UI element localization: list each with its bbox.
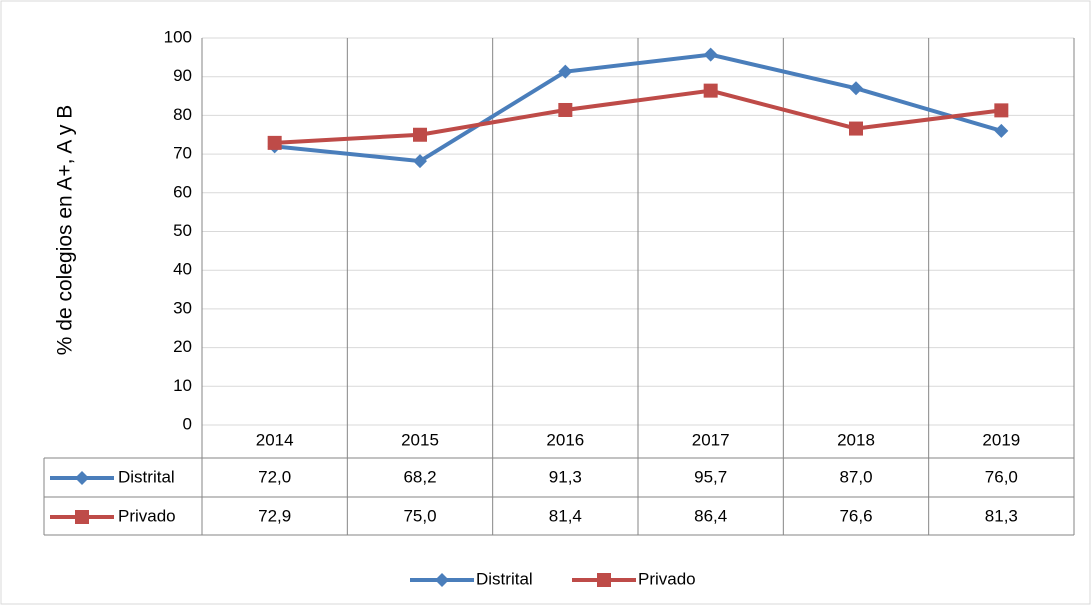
legend-key-marker xyxy=(435,573,449,587)
x-tick-label: 2018 xyxy=(837,430,875,449)
table-value: 76,6 xyxy=(839,506,872,525)
x-tick-label: 2019 xyxy=(982,430,1020,449)
y-tick-label: 60 xyxy=(173,182,192,201)
data-point xyxy=(558,64,573,79)
data-point xyxy=(703,83,718,98)
table-value: 95,7 xyxy=(694,467,727,486)
table-value: 68,2 xyxy=(403,467,436,486)
data-point xyxy=(849,121,863,136)
table-series-name: Privado xyxy=(118,506,176,525)
y-axis-label: % de colegios en A+, A y B xyxy=(54,105,77,355)
x-tick-label: 2016 xyxy=(546,430,584,449)
data-point xyxy=(413,127,427,142)
table-value: 81,4 xyxy=(549,506,582,525)
table-value: 86,4 xyxy=(694,506,727,525)
y-tick-label: 0 xyxy=(183,414,192,433)
table-value: 72,9 xyxy=(258,506,291,525)
data-point xyxy=(413,154,427,169)
y-tick-label: 30 xyxy=(173,298,192,317)
x-tick-label: 2017 xyxy=(692,430,730,449)
y-tick-label: 40 xyxy=(173,260,192,279)
legend-label: Distrital xyxy=(476,569,533,588)
table-value: 87,0 xyxy=(839,467,872,486)
data-point xyxy=(703,47,718,62)
y-tick-label: 50 xyxy=(173,221,192,240)
x-tick-label: 2014 xyxy=(256,430,294,449)
y-tick-label: 70 xyxy=(173,144,192,163)
y-tick-label: 90 xyxy=(173,66,192,85)
data-point xyxy=(994,103,1009,118)
legend-key-marker xyxy=(597,573,611,587)
series-line xyxy=(274,52,1002,164)
legend-key-marker xyxy=(75,471,89,485)
y-tick-label: 10 xyxy=(173,376,192,395)
legend-label: Privado xyxy=(638,569,696,588)
y-tick-label: 100 xyxy=(164,27,192,46)
data-point xyxy=(267,135,282,150)
legend-key-marker xyxy=(75,510,89,524)
table-value: 72,0 xyxy=(258,467,291,486)
y-tick-label: 20 xyxy=(173,337,192,356)
data-point xyxy=(849,81,863,96)
table-value: 76,0 xyxy=(985,467,1018,486)
data-point xyxy=(558,102,573,117)
y-tick-label: 80 xyxy=(173,105,192,124)
table-series-name: Distrital xyxy=(118,467,175,486)
data-point xyxy=(994,123,1009,138)
x-tick-label: 2015 xyxy=(401,430,439,449)
table-value: 75,0 xyxy=(403,506,436,525)
series-line xyxy=(274,88,1002,145)
table-value: 81,3 xyxy=(985,506,1018,525)
table-value: 91,3 xyxy=(549,467,582,486)
